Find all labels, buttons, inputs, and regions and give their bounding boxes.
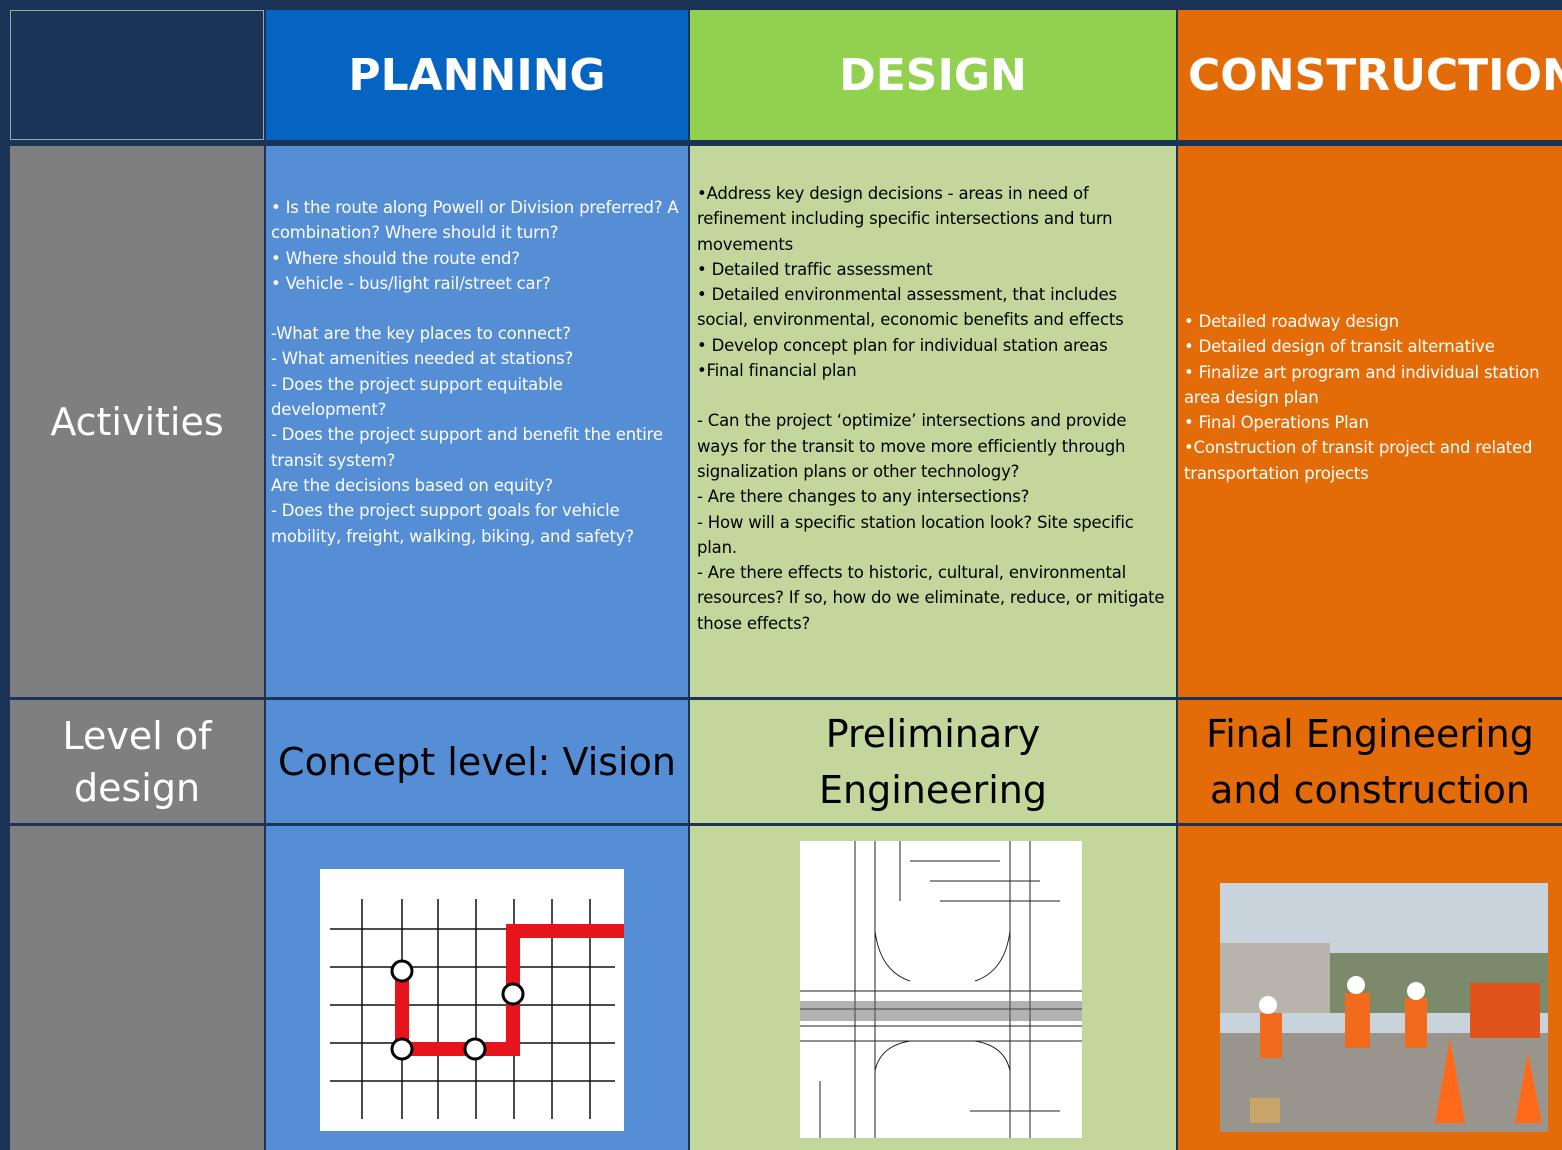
activity-item: - Can the project ‘optimize’ intersectio… — [697, 411, 1127, 481]
activity-item: • Is the route along Powell or Division … — [271, 198, 679, 243]
activity-item: •Address key design decisions - areas in… — [697, 184, 1113, 254]
engineering-drawing-image — [800, 841, 1082, 1138]
activity-item: Are the decisions based on equity? — [271, 475, 553, 495]
activity-item: - Does the project support goals for veh… — [271, 501, 634, 546]
activity-item: • Detailed roadway design — [1184, 312, 1399, 331]
activity-item: - How will a specific station location l… — [697, 512, 1134, 557]
route-concept-image — [320, 869, 624, 1131]
row-label — [10, 826, 264, 1150]
level-cell: Final Engineering and construction — [1178, 700, 1562, 823]
activity-item: - What amenities needed at stations? — [271, 349, 574, 369]
design-cell: •Address key design decisions - areas in… — [690, 146, 1176, 697]
activity-item: - Does the project support equitable dev… — [271, 374, 563, 420]
activity-item: • Vehicle - bus/light rail/street car? — [271, 273, 551, 293]
level-cell: Preliminary Engineering — [690, 700, 1176, 823]
activity-item: • Develop concept plan for individual st… — [697, 335, 1108, 355]
activity-item: • Detailed environmental assessment, tha… — [697, 285, 1124, 330]
activity-list: • Is the route along Powell or Division … — [271, 195, 681, 549]
item-group: - Can the project ‘optimize’ intersectio… — [697, 408, 1167, 636]
construction-cell — [1178, 826, 1562, 1150]
activity-item: - Are there effects to historic, cultura… — [697, 563, 1165, 633]
activity-item: -What are the key places to connect? — [271, 324, 571, 344]
level-cell: Concept level: Vision — [266, 700, 688, 823]
stations — [390, 959, 525, 1061]
planning-cell: • Is the route along Powell or Division … — [266, 146, 688, 697]
construction-photo — [1220, 883, 1548, 1132]
activity-list: • Detailed roadway design • Detailed desi… — [1184, 309, 1562, 486]
activity-list: •Address key design decisions - areas in… — [697, 181, 1167, 636]
activity-item: •Final financial plan — [697, 361, 857, 381]
item-group: • Detailed roadway design • Detailed desi… — [1184, 309, 1562, 486]
row-label: Activities — [10, 146, 264, 697]
activity-item: • Final Operations Plan — [1184, 413, 1369, 433]
planning-cell — [266, 826, 688, 1150]
item-group: •Address key design decisions - areas in… — [697, 181, 1167, 383]
corner-cell — [10, 10, 264, 140]
item-group: • Is the route along Powell or Division … — [271, 195, 681, 296]
activity-item: •Construction of transit project and rel… — [1184, 438, 1533, 483]
activity-item: • Finalize art program and individual st… — [1184, 362, 1540, 407]
column-header: CONSTRUCTION — [1178, 10, 1562, 140]
activity-item: • Detailed design of transit alternative — [1184, 337, 1495, 357]
activity-item: - Does the project support and benefit t… — [271, 425, 663, 470]
activity-item: - Are there changes to any intersections… — [697, 487, 1030, 507]
column-header: DESIGN — [690, 10, 1176, 140]
activity-item: • Detailed traffic assessment — [697, 259, 933, 279]
column-header: PLANNING — [266, 10, 688, 140]
item-group: -What are the key places to connect? - Wh… — [271, 321, 681, 549]
design-cell — [690, 826, 1176, 1150]
construction-cell: • Detailed roadway design • Detailed desi… — [1178, 146, 1562, 697]
activity-item: • Where should the route end? — [271, 248, 520, 268]
row-label: Level of design — [10, 700, 264, 823]
